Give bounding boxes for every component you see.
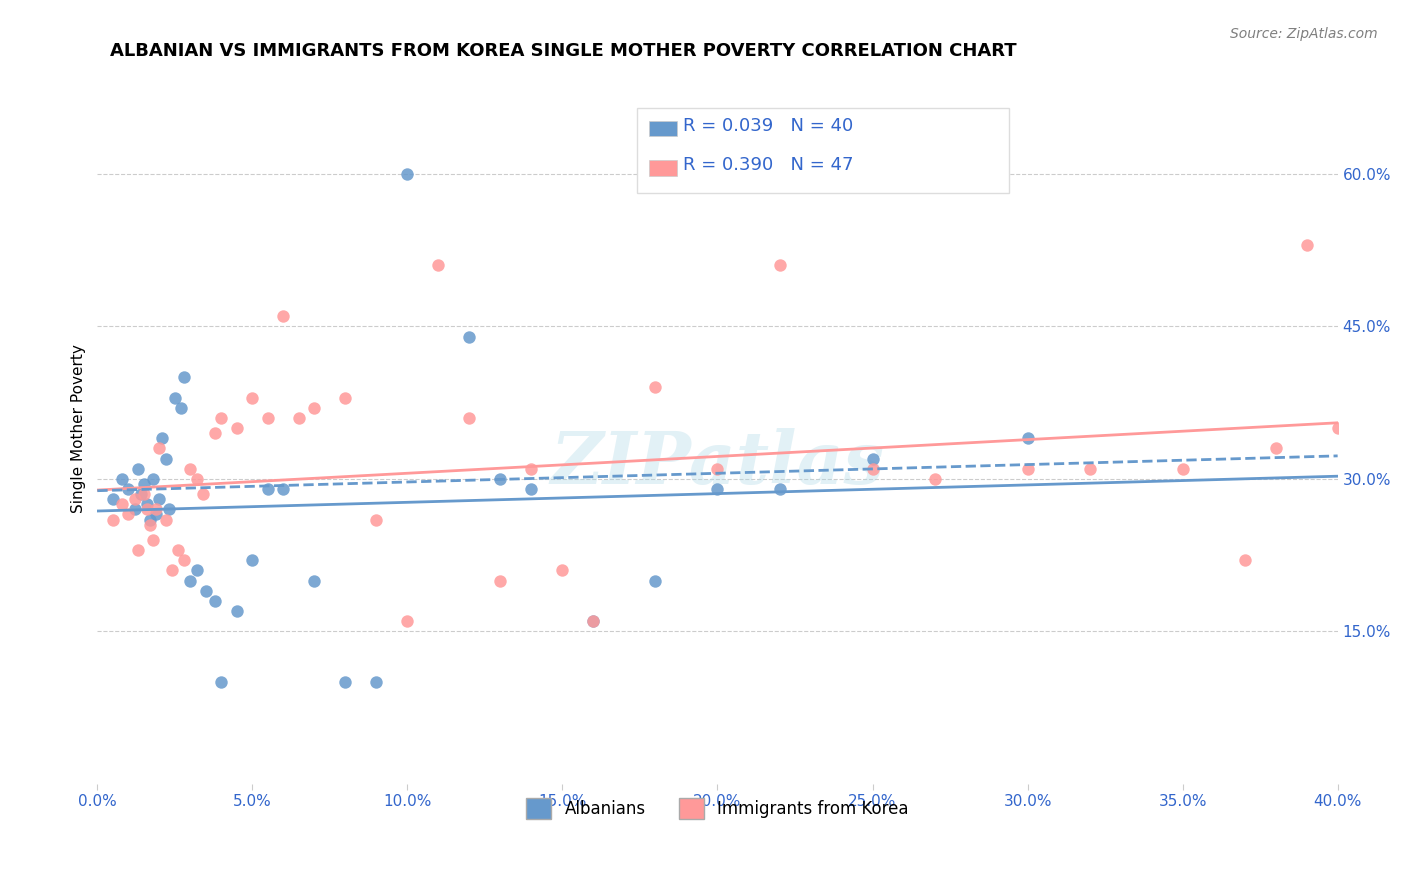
- Text: R = 0.039   N = 40: R = 0.039 N = 40: [683, 117, 853, 135]
- Point: [173, 553, 195, 567]
- Point: [644, 574, 666, 588]
- Point: [160, 563, 183, 577]
- Point: [335, 675, 357, 690]
- Point: [520, 461, 543, 475]
- Point: [145, 508, 167, 522]
- Point: [204, 594, 226, 608]
- Point: [155, 451, 177, 466]
- Point: [225, 421, 247, 435]
- Point: [111, 472, 134, 486]
- Point: [242, 553, 264, 567]
- Point: [129, 487, 152, 501]
- Point: [396, 614, 419, 628]
- Point: [132, 487, 155, 501]
- Point: [101, 492, 124, 507]
- Point: [427, 259, 450, 273]
- Point: [768, 259, 790, 273]
- Point: [1017, 461, 1039, 475]
- Point: [288, 411, 311, 425]
- Point: [117, 508, 139, 522]
- FancyBboxPatch shape: [637, 108, 1010, 194]
- Point: [582, 614, 605, 628]
- Point: [124, 492, 146, 507]
- Point: [582, 614, 605, 628]
- FancyBboxPatch shape: [650, 160, 676, 176]
- Point: [257, 482, 280, 496]
- Point: [304, 401, 326, 415]
- Point: [111, 497, 134, 511]
- Text: ALBANIAN VS IMMIGRANTS FROM KOREA SINGLE MOTHER POVERTY CORRELATION CHART: ALBANIAN VS IMMIGRANTS FROM KOREA SINGLE…: [110, 42, 1017, 60]
- Point: [136, 502, 159, 516]
- Point: [257, 411, 280, 425]
- Point: [862, 451, 884, 466]
- Point: [1295, 238, 1317, 252]
- Point: [551, 563, 574, 577]
- Point: [1078, 461, 1101, 475]
- Point: [186, 563, 208, 577]
- Text: R = 0.390   N = 47: R = 0.390 N = 47: [683, 156, 853, 174]
- Point: [520, 482, 543, 496]
- Point: [152, 431, 174, 445]
- Point: [132, 477, 155, 491]
- Point: [1171, 461, 1194, 475]
- Point: [124, 502, 146, 516]
- Text: Source: ZipAtlas.com: Source: ZipAtlas.com: [1230, 27, 1378, 41]
- Point: [1233, 553, 1256, 567]
- Point: [148, 442, 170, 456]
- Point: [117, 482, 139, 496]
- Point: [366, 675, 388, 690]
- Point: [173, 370, 195, 384]
- Point: [191, 487, 214, 501]
- Point: [489, 472, 512, 486]
- Point: [194, 583, 217, 598]
- Point: [273, 310, 295, 324]
- Point: [242, 391, 264, 405]
- Legend: Albanians, Immigrants from Korea: Albanians, Immigrants from Korea: [519, 791, 915, 825]
- Point: [142, 472, 165, 486]
- Point: [209, 411, 232, 425]
- Point: [155, 512, 177, 526]
- Point: [170, 401, 193, 415]
- Point: [862, 461, 884, 475]
- Point: [706, 482, 728, 496]
- Point: [209, 675, 232, 690]
- Point: [396, 167, 419, 181]
- Point: [458, 411, 481, 425]
- Point: [139, 512, 162, 526]
- Point: [136, 497, 159, 511]
- Point: [1017, 431, 1039, 445]
- Point: [304, 574, 326, 588]
- Point: [127, 461, 149, 475]
- Point: [335, 391, 357, 405]
- Point: [145, 502, 167, 516]
- FancyBboxPatch shape: [650, 120, 676, 136]
- Point: [167, 543, 190, 558]
- Point: [179, 574, 201, 588]
- Point: [489, 574, 512, 588]
- Point: [225, 604, 247, 618]
- Point: [148, 492, 170, 507]
- Point: [142, 533, 165, 547]
- Point: [163, 391, 186, 405]
- Point: [179, 461, 201, 475]
- Point: [768, 482, 790, 496]
- Point: [644, 380, 666, 394]
- Point: [186, 472, 208, 486]
- Point: [706, 461, 728, 475]
- Point: [139, 517, 162, 532]
- Point: [458, 329, 481, 343]
- Point: [101, 512, 124, 526]
- Point: [1264, 442, 1286, 456]
- Point: [157, 502, 180, 516]
- Point: [127, 543, 149, 558]
- Point: [366, 512, 388, 526]
- Point: [1326, 421, 1348, 435]
- Point: [924, 472, 946, 486]
- Text: ZIPatlas: ZIPatlas: [550, 428, 884, 500]
- Point: [273, 482, 295, 496]
- Y-axis label: Single Mother Poverty: Single Mother Poverty: [72, 343, 86, 513]
- Point: [204, 426, 226, 441]
